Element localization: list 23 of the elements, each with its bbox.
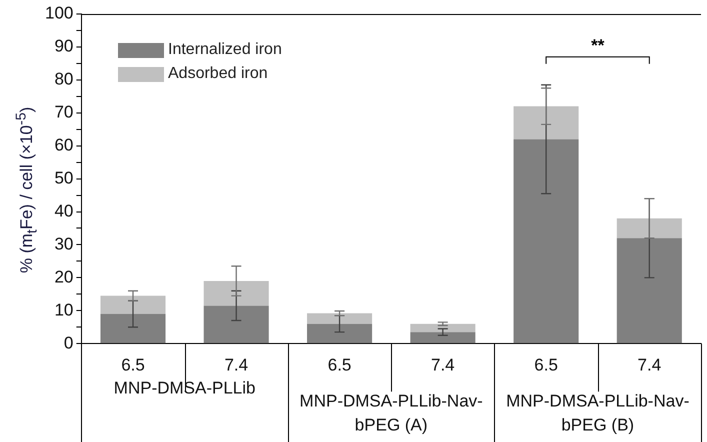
- x-tick-label: 7.4: [224, 355, 248, 374]
- legend-label: Internalized iron: [168, 41, 282, 59]
- text: MNP-DMSA-PLLib-Nav-bPEG (A): [300, 391, 483, 434]
- y-tick-label: 20: [54, 267, 74, 286]
- y-tick-label: 0: [64, 333, 74, 352]
- y-tick-label: 30: [54, 234, 74, 254]
- y-tick-label: 50: [54, 168, 74, 188]
- y-tick-label: 60: [54, 136, 74, 155]
- x-tick-label: 6.5: [534, 355, 558, 374]
- x-tick-label: 7.4: [638, 355, 662, 374]
- x-tick-label: 7.4: [431, 355, 455, 374]
- y-tick-label: 40: [54, 201, 74, 220]
- y-tick-label: 90: [54, 36, 74, 56]
- y-tick-label: 10: [54, 300, 74, 320]
- annotation: **: [591, 36, 605, 56]
- y-tick-label: 70: [54, 102, 74, 122]
- text: MNP-DMSA-PLLib-Nav-bPEG (B): [506, 391, 690, 434]
- x-tick-label: 6.5: [121, 355, 145, 374]
- y-tick-label: 80: [54, 70, 74, 89]
- x-tick-label: 6.5: [328, 355, 352, 374]
- text: MNP-DMSA-PLLib: [114, 378, 256, 398]
- legend-label: Adsorbed iron: [168, 65, 268, 83]
- y-tick-label: 100: [44, 4, 74, 23]
